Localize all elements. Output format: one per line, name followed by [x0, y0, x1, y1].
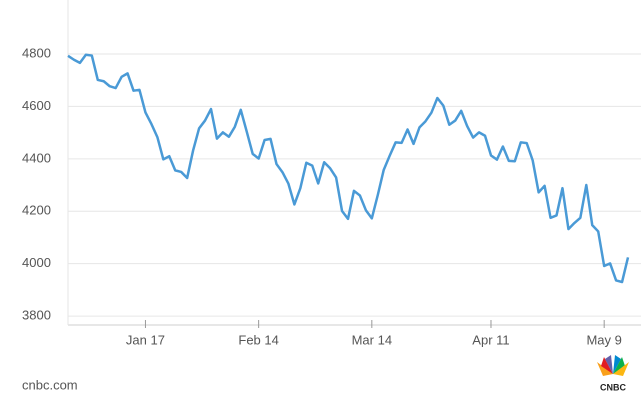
line [67, 53, 630, 284]
y-tick-label: 4800 [22, 45, 51, 60]
x-tick-label: May 9 [586, 332, 621, 347]
logo [597, 355, 629, 376]
x-tick-label: Feb 14 [238, 332, 278, 347]
x-tick-label: Apr 11 [472, 332, 509, 347]
y-tick-label: 3800 [22, 308, 51, 323]
y-tick-label: 4200 [22, 203, 51, 218]
y-tick-label: 4000 [22, 255, 51, 270]
source: cnbc.com [22, 377, 78, 392]
y-tick-label: 4600 [22, 98, 51, 113]
x-tick-label: Jan 17 [126, 332, 165, 347]
x-tick-label: Mar 14 [352, 332, 392, 347]
y-tick-label: 4400 [22, 150, 51, 165]
logo-text: CNBC [600, 382, 626, 392]
